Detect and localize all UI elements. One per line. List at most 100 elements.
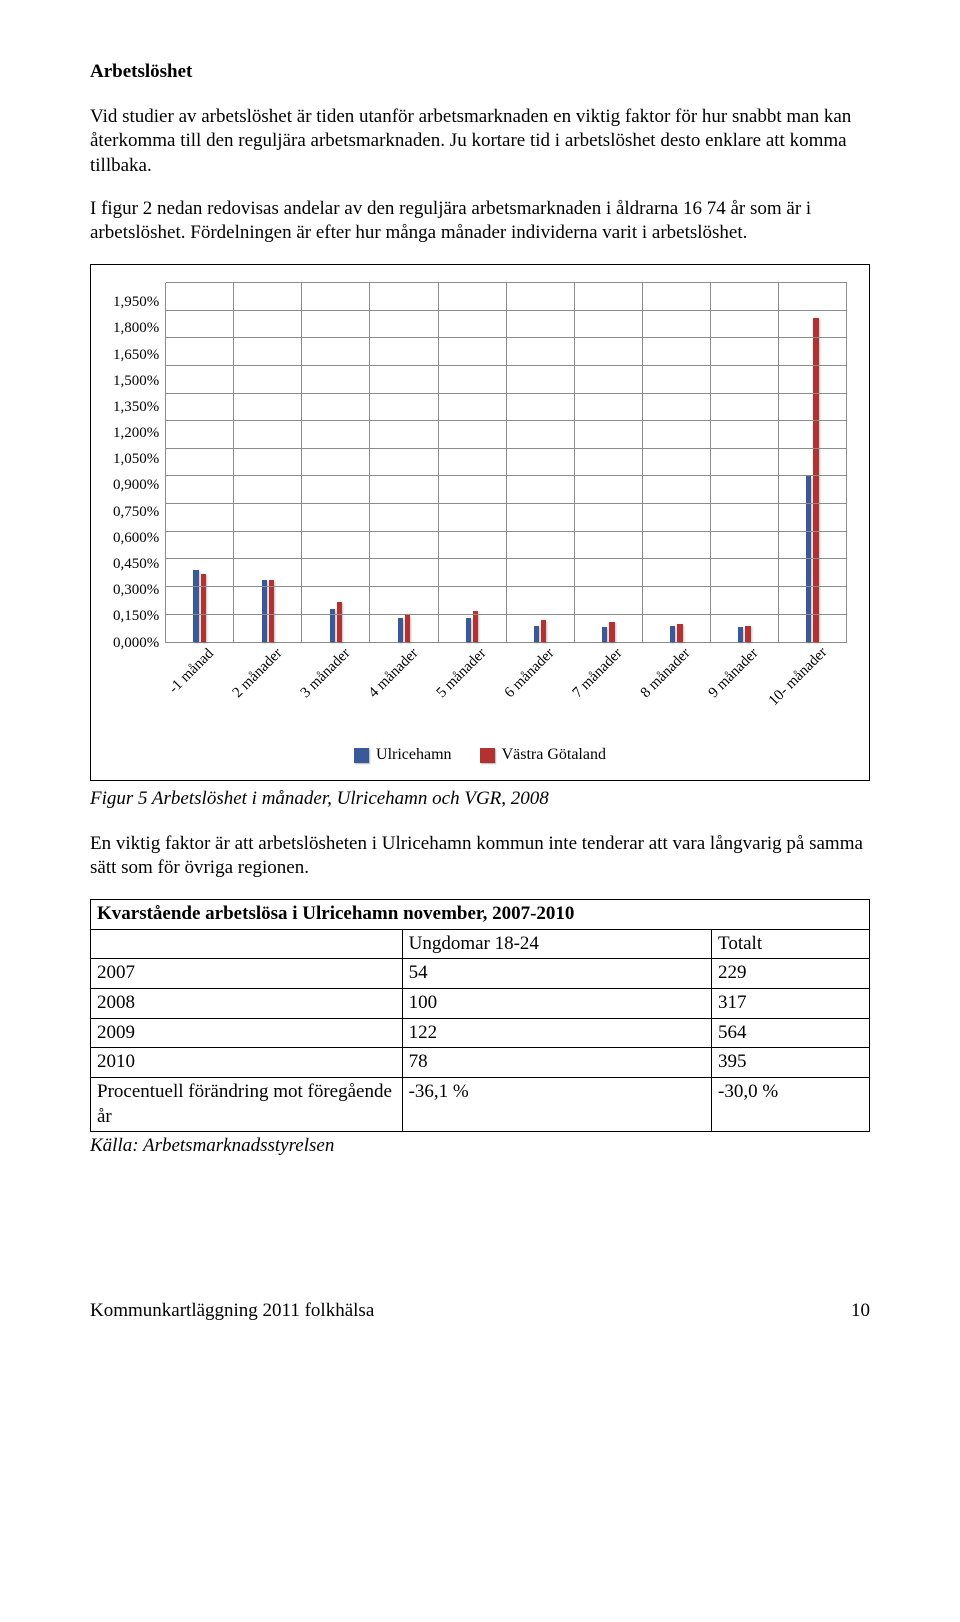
chart-container: 1,950%1,800%1,650%1,500%1,350%1,200%1,05… (90, 264, 870, 781)
bar (677, 624, 682, 642)
gridline (166, 503, 847, 504)
y-tick-label: 0,750% (113, 502, 159, 522)
table-cell: Procentuell förändring mot föregående år (91, 1078, 403, 1132)
table-row: Procentuell förändring mot föregående år… (91, 1078, 870, 1132)
legend-swatch (354, 748, 369, 763)
y-tick-label: 0,300% (113, 581, 159, 601)
gridline (166, 586, 847, 587)
gridline (166, 310, 847, 311)
y-tick-label: 1,200% (113, 424, 159, 444)
table-title: Kvarstående arbetslösa i Ulricehamn nove… (91, 899, 870, 929)
table-cell: -36,1 % (402, 1078, 711, 1132)
x-tick-label: 7 månader (575, 643, 643, 743)
table-header-cell: Ungdomar 18-24 (402, 929, 711, 959)
chart-plot-area: 1,950%1,800%1,650%1,500%1,350%1,200%1,05… (113, 283, 847, 643)
bar (337, 602, 342, 643)
table-cell: 122 (402, 1018, 711, 1048)
bar (262, 580, 267, 643)
data-table: Kvarstående arbetslösa i Ulricehamn nove… (90, 899, 870, 1133)
legend-label: Ulricehamn (376, 745, 452, 766)
gridline (166, 337, 847, 338)
y-tick-label: 0,900% (113, 476, 159, 496)
legend-swatch (480, 748, 495, 763)
bar (670, 626, 675, 643)
table-row: 2009122564 (91, 1018, 870, 1048)
x-tick-label: 5 månader (439, 643, 507, 743)
table-row: 2007 54229 (91, 959, 870, 989)
x-tick-label: 4 månader (371, 643, 439, 743)
y-tick-label: 1,950% (113, 293, 159, 313)
table-row: 2008100317 (91, 989, 870, 1019)
x-tick-label: 6 månader (507, 643, 575, 743)
bar (405, 615, 410, 643)
chart-y-axis: 1,950%1,800%1,650%1,500%1,350%1,200%1,05… (113, 283, 165, 643)
x-tick-label: 3 månader (303, 643, 371, 743)
y-tick-label: 0,150% (113, 607, 159, 627)
table-cell: 2008 (91, 989, 403, 1019)
bar (806, 476, 811, 642)
bar (193, 570, 198, 642)
gridline (166, 558, 847, 559)
gridline (166, 475, 847, 476)
gridline (166, 420, 847, 421)
chart-grid (165, 283, 847, 643)
x-tick-label: 2 månader (235, 643, 303, 743)
table-cell: 54 (402, 959, 711, 989)
bar (745, 626, 750, 643)
x-tick-label: 10- månader (779, 643, 847, 743)
x-tick-label: 8 månader (643, 643, 711, 743)
table-cell: 317 (712, 989, 870, 1019)
bar (269, 580, 274, 643)
y-tick-label: 1,800% (113, 319, 159, 339)
section-title: Arbetslöshet (90, 60, 870, 85)
page-footer: Kommunkartläggning 2011 folkhälsa 10 (90, 1299, 870, 1324)
table-cell: 564 (712, 1018, 870, 1048)
table-cell: 229 (712, 959, 870, 989)
bar (466, 618, 471, 642)
gridline (166, 448, 847, 449)
gridline (166, 282, 847, 283)
paragraph-1: Vid studier av arbetslöshet är tiden uta… (90, 105, 870, 179)
footer-left: Kommunkartläggning 2011 folkhälsa (90, 1299, 374, 1324)
legend-label: Västra Götaland (502, 745, 606, 766)
table-cell: 100 (402, 989, 711, 1019)
table-source: Källa: Arbetsmarknadsstyrelsen (90, 1134, 870, 1159)
y-tick-label: 1,350% (113, 398, 159, 418)
table-cell: 2009 (91, 1018, 403, 1048)
table-row: 201078395 (91, 1048, 870, 1078)
table-cell: 2010 (91, 1048, 403, 1078)
chart-legend: Ulricehamn Västra Götaland (113, 745, 847, 766)
y-tick-label: 0,000% (113, 633, 159, 653)
gridline (166, 531, 847, 532)
table-cell: 78 (402, 1048, 711, 1078)
table-header-cell (91, 929, 403, 959)
table-cell: -30,0 % (712, 1078, 870, 1132)
gridline (166, 393, 847, 394)
bar (201, 574, 206, 642)
footer-page-number: 10 (851, 1299, 870, 1324)
legend-item: Ulricehamn (354, 745, 452, 766)
y-tick-label: 0,600% (113, 529, 159, 549)
bar (534, 626, 539, 643)
bar (541, 620, 546, 642)
bar (473, 611, 478, 642)
gridline (166, 614, 847, 615)
x-tick-label: -1 månad (167, 643, 235, 743)
legend-item: Västra Götaland (480, 745, 606, 766)
bar (609, 622, 614, 642)
y-tick-label: 1,500% (113, 371, 159, 391)
paragraph-3: En viktig faktor är att arbetslösheten i… (90, 832, 870, 881)
figure-caption: Figur 5 Arbetslöshet i månader, Ulriceha… (90, 787, 870, 812)
table-cell: 2007 (91, 959, 403, 989)
y-tick-label: 1,050% (113, 450, 159, 470)
bar (813, 318, 818, 642)
bar (738, 627, 743, 642)
table-header-cell: Totalt (712, 929, 870, 959)
chart-x-axis: -1 månad2 månader3 månader4 månader5 mån… (167, 643, 847, 743)
table-cell: 395 (712, 1048, 870, 1078)
gridline (166, 365, 847, 366)
paragraph-2: I figur 2 nedan redovisas andelar av den… (90, 197, 870, 246)
y-tick-label: 0,450% (113, 555, 159, 575)
bar (602, 627, 607, 642)
bar (398, 618, 403, 642)
